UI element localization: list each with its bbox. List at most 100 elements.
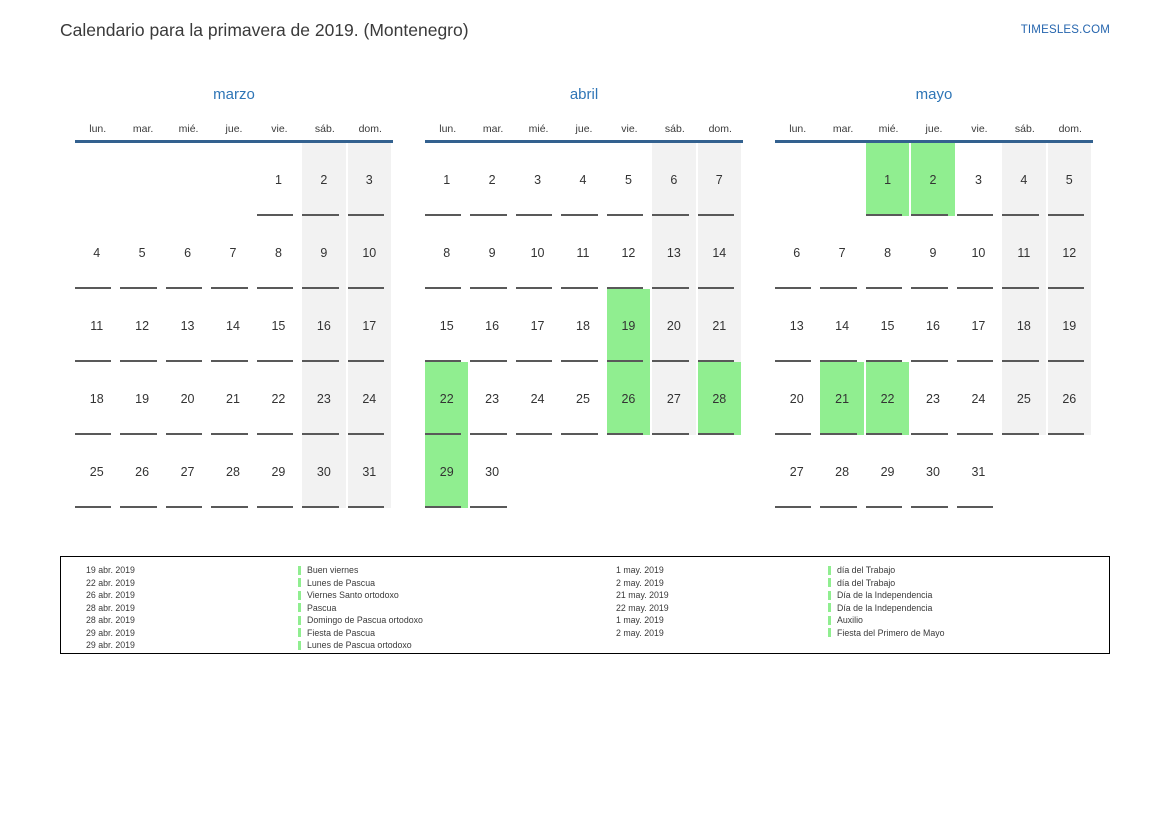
legend-column-left: 19 abr. 2019 Buen viernes 22 abr. 2019 Lune…	[86, 564, 423, 652]
legend-date: 26 abr. 2019	[86, 590, 135, 601]
empty-cell	[75, 143, 120, 216]
holiday-marker-icon	[828, 590, 831, 600]
legend-row: 1 may. 2019 día del Trabajo	[616, 564, 945, 577]
day-cell-abril-24: 24	[515, 362, 561, 435]
holiday-marker-icon	[298, 590, 301, 600]
day-cell-marzo-27: 27	[165, 435, 211, 508]
day-cell-mayo-28: 28	[820, 435, 865, 508]
holiday-marker-icon	[828, 603, 831, 613]
day-cell-marzo-31: 31	[347, 435, 393, 508]
holiday-marker-icon	[828, 578, 831, 588]
day-cell-mayo-9: 9	[911, 216, 956, 289]
day-cell-abril-30: 30	[470, 435, 515, 508]
day-cell-mayo-1: 1	[865, 143, 911, 216]
legend-date: 28 abr. 2019	[86, 602, 135, 613]
month-title: abril	[569, 86, 599, 103]
legend-label: Buen viernes	[307, 565, 359, 576]
day-cell-mayo-11: 11	[1002, 216, 1047, 289]
holiday-marker-icon	[828, 615, 831, 625]
day-cell-abril-8: 8	[425, 216, 470, 289]
legend-date: 2 may. 2019	[616, 627, 664, 638]
holiday-marker-icon	[298, 615, 301, 625]
day-cell-mayo-7: 7	[820, 216, 865, 289]
weekday-label: lun.	[789, 123, 807, 135]
legend-row: 2 may. 2019 día del Trabajo	[616, 577, 945, 590]
day-cell-marzo-5: 5	[120, 216, 165, 289]
legend-date: 28 abr. 2019	[86, 615, 135, 626]
day-cell-marzo-13: 13	[165, 289, 211, 362]
legend-label: Día de la Independencia	[837, 590, 933, 601]
legend-date: 29 abr. 2019	[86, 640, 135, 651]
legend-label: Auxilio	[837, 615, 863, 626]
day-cell-abril-21: 21	[697, 289, 743, 362]
day-cell-abril-11: 11	[561, 216, 606, 289]
day-cell-mayo-30: 30	[911, 435, 956, 508]
day-cell-marzo-21: 21	[211, 362, 256, 435]
day-cell-marzo-26: 26	[120, 435, 165, 508]
day-cell-abril-28: 28	[697, 362, 743, 435]
day-cell-abril-9: 9	[470, 216, 515, 289]
weekday-label: sáb.	[664, 123, 685, 135]
day-cell-marzo-23: 23	[302, 362, 347, 435]
weekday-label: lun.	[439, 123, 457, 135]
day-cell-mayo-22: 22	[865, 362, 911, 435]
holiday-legend: 19 abr. 2019 Buen viernes 22 abr. 2019 Lune…	[60, 556, 1110, 654]
weekday-label: vie.	[971, 123, 988, 135]
day-cell-marzo-17: 17	[347, 289, 393, 362]
day-cell-marzo-16: 16	[302, 289, 347, 362]
holiday-marker-icon	[828, 565, 831, 575]
empty-cell	[120, 143, 165, 216]
weekday-label: vie.	[271, 123, 288, 135]
legend-label: día del Trabajo	[837, 577, 896, 588]
legend-label: Fiesta de Pascua	[307, 627, 375, 638]
day-cell-mayo-4: 4	[1002, 143, 1047, 216]
day-cell-marzo-4: 4	[75, 216, 120, 289]
site-link[interactable]: TIMESLES.COM	[1020, 24, 1110, 36]
day-cell-abril-29: 29	[425, 435, 470, 508]
day-cell-mayo-26: 26	[1047, 362, 1093, 435]
legend-row: 28 abr. 2019 Pascua	[86, 602, 423, 615]
legend-row: 21 may. 2019 Día de la Independencia	[616, 589, 945, 602]
day-cell-marzo-29: 29	[256, 435, 302, 508]
day-cell-mayo-23: 23	[911, 362, 956, 435]
holiday-marker-icon	[298, 640, 301, 650]
day-cell-abril-2: 2	[470, 143, 515, 216]
legend-date: 22 abr. 2019	[86, 577, 135, 588]
weekday-label: lun.	[89, 123, 107, 135]
weekday-label: dom.	[358, 123, 382, 135]
legend-date: 29 abr. 2019	[86, 627, 135, 638]
day-cell-marzo-6: 6	[165, 216, 211, 289]
weekday-label: jue.	[575, 123, 593, 135]
day-cell-abril-4: 4	[561, 143, 606, 216]
day-cell-abril-7: 7	[697, 143, 743, 216]
legend-row: 22 abr. 2019 Lunes de Pascua	[86, 577, 423, 590]
day-cell-abril-26: 26	[606, 362, 652, 435]
legend-label: Lunes de Pascua	[307, 577, 375, 588]
weekday-label: vie.	[621, 123, 638, 135]
holiday-marker-icon	[298, 603, 301, 613]
empty-cell	[698, 435, 743, 508]
day-cell-mayo-10: 10	[956, 216, 1002, 289]
legend-row: 29 abr. 2019 Fiesta de Pascua	[86, 627, 423, 640]
legend-label: Fiesta del Primero de Mayo	[837, 627, 945, 638]
legend-date: 22 may. 2019	[616, 602, 669, 613]
empty-cell	[561, 435, 606, 508]
legend-label: Domingo de Pascua ortodoxo	[307, 615, 423, 626]
legend-label: Pascua	[307, 602, 337, 613]
empty-cell	[166, 143, 211, 216]
day-cell-abril-15: 15	[425, 289, 470, 362]
month-title: mayo	[915, 86, 953, 103]
day-cell-mayo-19: 19	[1047, 289, 1093, 362]
weekday-header-row: lun. mar. mié. jue. vie. sáb. dom.	[75, 109, 393, 143]
empty-cell	[820, 143, 865, 216]
day-cell-abril-22: 22	[425, 362, 470, 435]
day-cell-marzo-19: 19	[120, 362, 165, 435]
day-cell-abril-1: 1	[425, 143, 470, 216]
weekday-label: mar.	[482, 123, 504, 135]
day-cell-abril-20: 20	[652, 289, 697, 362]
legend-row: 19 abr. 2019 Buen viernes	[86, 564, 423, 577]
legend-date: 1 may. 2019	[616, 615, 664, 626]
legend-row: 28 abr. 2019 Domingo de Pascua ortodoxo	[86, 614, 423, 627]
